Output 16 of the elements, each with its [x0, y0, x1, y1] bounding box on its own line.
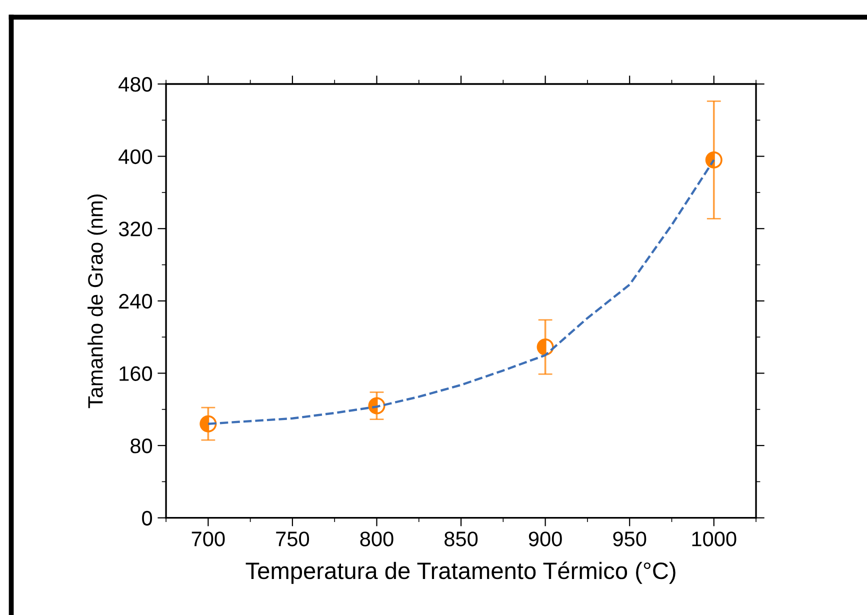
y-tick-label: 480	[118, 77, 152, 92]
y-tick-label: 240	[119, 294, 152, 309]
x-tick-label: 700	[192, 532, 225, 546]
y-tick-label: 80	[130, 438, 152, 454]
y-tick-label: 0	[142, 510, 152, 526]
y-tick-label: 320	[118, 222, 152, 236]
x-tick-label: 750	[276, 532, 310, 546]
y-axis-title: Tamanho de Grao (nm)	[88, 194, 107, 408]
x-tick-label: 950	[613, 532, 646, 546]
y-tick-label: 400	[118, 149, 152, 164]
y-tick-label: 160	[120, 366, 152, 381]
x-axis-title: Temperatura de Tratamento Térmico (°C)	[246, 562, 676, 584]
x-tick-label: 800	[360, 532, 394, 546]
x-tick-label: 850	[444, 532, 478, 546]
x-tick-label: 1000	[692, 532, 736, 546]
x-tick-label: 900	[528, 532, 562, 546]
